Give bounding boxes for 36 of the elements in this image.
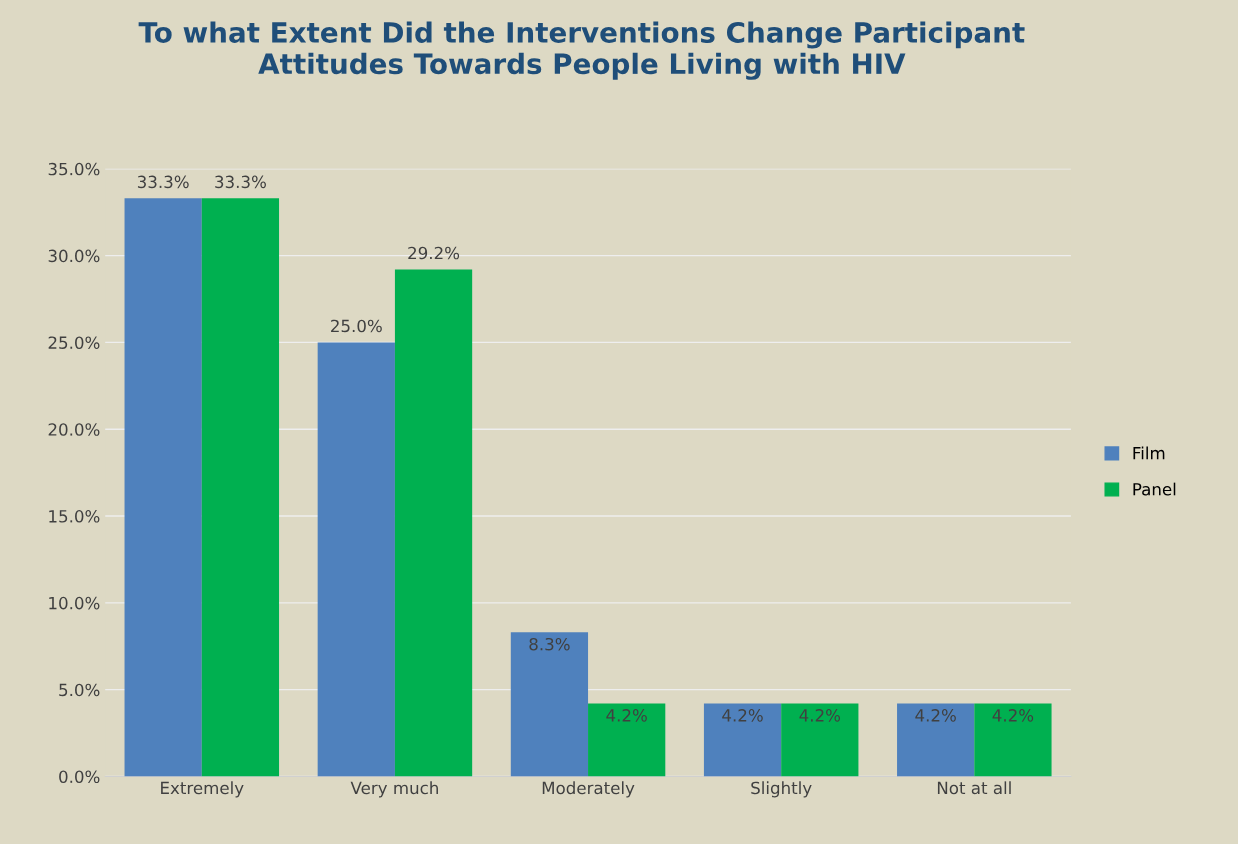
bar <box>897 703 975 777</box>
y-tick-label: 10.0% <box>49 596 100 610</box>
data-label: 33.3% <box>137 175 189 189</box>
bar <box>703 703 782 777</box>
y-tick-label: 0.0% <box>59 770 100 784</box>
legend-label: Film <box>1133 446 1165 460</box>
bar <box>201 198 280 777</box>
bar <box>317 342 395 777</box>
data-label: 4.2% <box>915 709 956 722</box>
data-label: 4.2% <box>992 709 1034 722</box>
data-label: 8.3% <box>529 637 570 651</box>
x-tick-label: Not at all <box>937 781 1011 795</box>
legend-label: Panel <box>1133 482 1176 496</box>
data-label: 4.2% <box>722 709 763 722</box>
x-tick-label: Moderately <box>542 781 635 798</box>
bar <box>974 703 1052 777</box>
x-tick-label: Very much <box>350 781 438 798</box>
data-label: 25.0% <box>331 319 382 333</box>
x-tick-label: Slightly <box>751 781 812 798</box>
y-tick-label: 35.0% <box>48 162 100 176</box>
bar <box>394 269 473 777</box>
y-tick-label: 5.0% <box>59 683 100 697</box>
bar <box>510 632 589 777</box>
bar <box>781 703 859 777</box>
data-label: 33.3% <box>215 175 266 189</box>
data-label: 4.2% <box>606 709 647 722</box>
bar <box>124 198 202 777</box>
data-label: 4.2% <box>799 709 841 722</box>
y-tick-label: 30.0% <box>48 249 100 263</box>
y-tick-label: 20.0% <box>48 423 100 436</box>
bar <box>588 703 666 777</box>
y-tick-label: 25.0% <box>48 336 100 349</box>
chart-title: To what Extent Did the Interventions Change Participant Attitudes Towards People Living with HIV <box>138 21 1025 80</box>
y-tick-label: 15.0% <box>49 510 100 523</box>
data-label: 29.2% <box>408 246 460 260</box>
x-tick-label: Extremely <box>161 781 244 798</box>
